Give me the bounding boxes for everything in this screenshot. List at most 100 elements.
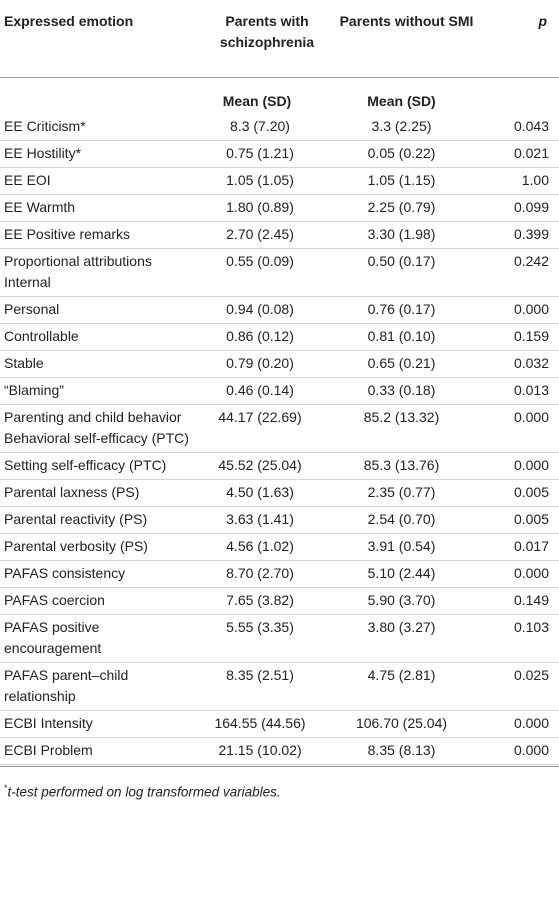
table-row: ECBI Problem 21.15 (10.02) 8.35 (8.13) 0.00… — [0, 738, 559, 765]
row-label: Personal — [4, 301, 60, 317]
table-row: PAFAS consistency 8.70 (2.70) 5.10 (2.44) 0… — [0, 561, 559, 588]
row-p-value: 0.149 — [513, 592, 549, 608]
row-mean-schizophrenia: 0.86 (0.12) — [226, 328, 294, 344]
row-label: EE Positive remarks — [4, 226, 131, 242]
row-mean-without-smi: 0.65 (0.21) — [367, 355, 436, 371]
row-mean-schizophrenia: 0.55 (0.09) — [226, 253, 294, 269]
row-p-value: 1.00 — [521, 172, 549, 188]
row-label: Stable — [4, 355, 44, 371]
row-mean-without-smi: 2.25 (0.79) — [367, 199, 436, 215]
table-row: Parental verbosity (PS) 4.56 (1.02) 3.91 (… — [0, 534, 559, 561]
subheader-empty-p — [482, 77, 559, 114]
row-label: Parenting and child behavior Behavioral … — [4, 409, 189, 446]
row-p-value: 0.013 — [513, 382, 549, 398]
row-label: Parental verbosity (PS) — [4, 538, 148, 554]
row-p-value: 0.000 — [513, 409, 549, 425]
row-label: ECBI Intensity — [4, 715, 93, 731]
row-label: Proportional attributions Internal — [4, 253, 152, 290]
row-mean-without-smi: 5.90 (3.70) — [367, 592, 436, 608]
subheader-empty — [0, 77, 197, 114]
row-mean-without-smi: 1.05 (1.15) — [367, 172, 436, 188]
row-label: EE EOI — [4, 172, 51, 188]
row-mean-without-smi: 5.10 (2.44) — [367, 565, 436, 581]
table-row: Parental reactivity (PS) 3.63 (1.41) 2.54 … — [0, 507, 559, 534]
row-mean-without-smi: 3.3 (2.25) — [371, 118, 432, 134]
expressed-emotion-table: Expressed emotion Parents with schizophr… — [0, 0, 559, 765]
row-mean-without-smi: 0.33 (0.18) — [367, 382, 436, 398]
row-label: Parental laxness (PS) — [4, 484, 140, 500]
row-p-value: 0.017 — [513, 538, 549, 554]
row-p-value: 0.043 — [513, 118, 549, 134]
table-row: EE EOI 1.05 (1.05) 1.05 (1.15) 1.00 — [0, 168, 559, 195]
row-p-value: 0.000 — [513, 565, 549, 581]
header-expressed-emotion: Expressed emotion — [4, 13, 134, 29]
row-mean-without-smi: 106.70 (25.04) — [355, 715, 448, 731]
row-label: PAFAS consistency — [4, 565, 126, 581]
row-mean-schizophrenia: 0.94 (0.08) — [226, 301, 294, 317]
row-mean-schizophrenia: 2.70 (2.45) — [226, 226, 294, 242]
results-table-container: Expressed emotion Parents with schizophr… — [0, 0, 559, 803]
row-mean-schizophrenia: 1.80 (0.89) — [226, 199, 294, 215]
row-label: PAFAS coercion — [4, 592, 105, 608]
row-mean-schizophrenia: 1.05 (1.05) — [226, 172, 294, 188]
row-mean-schizophrenia: 8.3 (7.20) — [230, 118, 290, 134]
row-mean-without-smi: 8.35 (8.13) — [367, 742, 436, 758]
row-mean-without-smi: 0.05 (0.22) — [367, 145, 436, 161]
row-label: “Blaming” — [4, 382, 64, 398]
subheader-mean-sd-1: Mean (SD) — [222, 92, 292, 109]
row-label: EE Hostility* — [4, 145, 82, 161]
row-mean-without-smi: 85.3 (13.76) — [363, 457, 440, 473]
row-mean-without-smi: 4.75 (2.81) — [367, 667, 436, 683]
table-row: “Blaming” 0.46 (0.14) 0.33 (0.18) 0.013 — [0, 378, 559, 405]
row-mean-schizophrenia: 0.46 (0.14) — [226, 382, 294, 398]
row-mean-schizophrenia: 44.17 (22.69) — [218, 409, 302, 425]
row-mean-schizophrenia: 0.79 (0.20) — [226, 355, 294, 371]
row-p-value: 0.000 — [513, 715, 549, 731]
table-row: EE Hostility* 0.75 (1.21) 0.05 (0.22) 0.021 — [0, 141, 559, 168]
row-p-value: 0.242 — [513, 253, 549, 269]
row-p-value: 0.025 — [513, 667, 549, 683]
row-label: PAFAS positive encouragement — [4, 619, 102, 656]
table-body: Mean (SD) Mean (SD) EE Criticism* 8.3 (7.… — [0, 77, 559, 765]
table-row: PAFAS coercion 7.65 (3.82) 5.90 (3.70) 0.14… — [0, 588, 559, 615]
header-p-value: p — [538, 13, 547, 29]
row-mean-schizophrenia: 7.65 (3.82) — [226, 592, 294, 608]
row-mean-without-smi: 0.81 (0.10) — [367, 328, 436, 344]
table-row: Parental laxness (PS) 4.50 (1.63) 2.35 (0.… — [0, 480, 559, 507]
table-row: EE Positive remarks 2.70 (2.45) 3.30 (1.98… — [0, 222, 559, 249]
row-label: Setting self-efficacy (PTC) — [4, 457, 167, 473]
footnote-mark: * — [4, 783, 8, 793]
row-p-value: 0.000 — [513, 301, 549, 317]
table-footnote: *t-test performed on log transformed var… — [0, 766, 559, 803]
header-col2-text: Parents with schizophrenia — [219, 13, 315, 50]
subheader-mean-sd-2: Mean (SD) — [367, 92, 436, 109]
row-p-value: 0.099 — [513, 199, 549, 215]
table-row: ECBI Intensity 164.55 (44.56) 106.70 (25.0… — [0, 711, 559, 738]
table-row: Personal 0.94 (0.08) 0.76 (0.17) 0.000 — [0, 297, 559, 324]
row-mean-schizophrenia: 45.52 (25.04) — [218, 457, 302, 473]
row-mean-without-smi: 2.54 (0.70) — [367, 511, 436, 527]
row-label: EE Criticism* — [4, 118, 86, 134]
row-mean-schizophrenia: 4.56 (1.02) — [226, 538, 294, 554]
row-p-value: 0.103 — [513, 619, 549, 635]
row-p-value: 0.399 — [513, 226, 549, 242]
row-label: EE Warmth — [4, 199, 76, 215]
row-label: PAFAS parent–child relationship — [4, 667, 129, 704]
row-p-value: 0.021 — [513, 145, 549, 161]
row-mean-schizophrenia: 21.15 (10.02) — [218, 742, 302, 758]
table-header: Expressed emotion Parents with schizophr… — [0, 0, 559, 77]
row-p-value: 0.000 — [513, 457, 549, 473]
table-row: EE Warmth 1.80 (0.89) 2.25 (0.79) 0.099 — [0, 195, 559, 222]
table-row: PAFAS parent–child relationship 8.35 (2.5… — [0, 663, 559, 711]
row-mean-schizophrenia: 5.55 (3.35) — [226, 619, 294, 635]
row-p-value: 0.000 — [513, 742, 549, 758]
subheader-row: Mean (SD) Mean (SD) — [0, 77, 559, 114]
table-row: EE Criticism* 8.3 (7.20) 3.3 (2.25) 0.043 — [0, 114, 559, 141]
row-mean-without-smi: 85.2 (13.32) — [363, 409, 440, 425]
footnote-text: t-test performed on log transformed vari… — [7, 784, 281, 800]
row-mean-schizophrenia: 164.55 (44.56) — [214, 715, 306, 731]
table-row: Parenting and child behavior Behavioral … — [0, 405, 559, 453]
row-mean-without-smi: 0.76 (0.17) — [367, 301, 436, 317]
row-p-value: 0.159 — [513, 328, 549, 344]
row-mean-schizophrenia: 8.70 (2.70) — [226, 565, 294, 581]
